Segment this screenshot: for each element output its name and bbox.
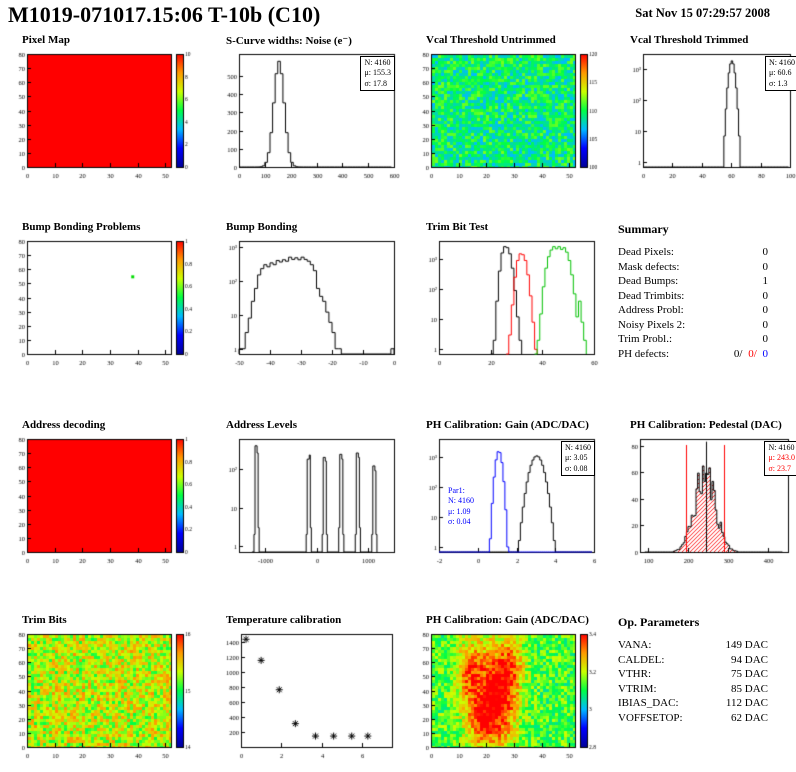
stats-box: N: 4160 μ: 243.0 σ: 23.7 [764, 441, 796, 477]
panel-title: PH Calibration: Pedestal (DAC) [630, 419, 782, 431]
stats-mu: μ: 1.09 [448, 506, 471, 516]
panel-address-decoding: Address decoding [8, 419, 212, 614]
panel-address-levels: Address Levels [212, 419, 412, 614]
param-row: VTHR: 75 DAC [618, 668, 768, 680]
panel-title: Trim Bits [22, 614, 67, 626]
param-row: VOFFSETOP: 62 DAC [618, 711, 768, 724]
stats-sigma: σ: 17.8 [364, 78, 388, 88]
panel-title: S-Curve widths: Noise (e⁻) [226, 35, 352, 47]
stats-n: N: 4160 [769, 58, 795, 67]
stats-box: N: 4160 μ: 3.05 σ: 0.08 [561, 441, 595, 477]
panel-bump-bonding: Bump Bonding [212, 221, 412, 419]
trim-bit-test-canvas [412, 236, 600, 368]
pixel-map-canvas [8, 49, 196, 181]
panel-pixel-map: Pixel Map [8, 34, 212, 221]
panel-title: Trim Bit Test [426, 221, 489, 233]
trim-bits-canvas [8, 629, 196, 761]
stats-mu: μ: 155.3 [364, 68, 391, 78]
temperature-calibration-canvas [212, 629, 400, 761]
stats-box: N: 4160 μ: 155.3 σ: 17.8 [360, 56, 395, 92]
stats-n: N: 4160 [448, 496, 474, 506]
param-row: CALDEL: 94 DAC [618, 653, 768, 666]
panel-title: Vcal Threshold Untrimmed [426, 34, 556, 46]
panel-title: Address decoding [22, 419, 106, 431]
panel-temperature-calibration: Temperature calibration [212, 614, 412, 772]
panel-title: PH Calibration: Gain (ADC/DAC) [426, 614, 589, 626]
summary-row: Trim Probl.: 0 [618, 333, 768, 345]
summary-row: Address Probl: 0 [618, 304, 768, 316]
param-row: VTRIM: 85 DAC [618, 682, 768, 695]
panel-ph-gain-hist: PH Calibration: Gain (ADC/DAC) N: 4160 μ… [412, 419, 616, 614]
page-title: M1019-071017.15:06 T-10b (C10) [8, 2, 321, 27]
param-row: IBIAS_DAC: 112 DAC [618, 697, 768, 709]
op-parameters-title: Op. Parameters [618, 615, 700, 629]
panel-bump-bonding-problems: Bump Bonding Problems [8, 221, 212, 419]
panel-title: Bump Bonding [226, 221, 298, 233]
timestamp: Sat Nov 15 07:29:57 2008 [635, 6, 770, 20]
panel-op-parameters: Op. Parameters VANA: 149 DAC CALDEL: 94 DA… [616, 614, 796, 772]
param-row: VANA: 149 DAC [618, 639, 768, 651]
panel-vcal-untrimmed: Vcal Threshold Untrimmed [412, 34, 616, 221]
stats-sigma: σ: 1.3 [769, 78, 788, 88]
panel-title: Bump Bonding Problems [22, 221, 141, 233]
stats-box: N: 4160 μ: 60.6 σ: 1.3 [765, 56, 796, 92]
stats-box-par1: Par1: N: 4160 μ: 1.09 σ: 0.04 [446, 486, 476, 528]
ph-defect-values: 0/ 0/ 0 [733, 347, 768, 360]
stats-n: N: 4160 [565, 443, 591, 452]
panel-summary: Summary Dead Pixels: 0 Mask defects: 0 Dea… [616, 221, 796, 419]
summary-row: Mask defects: 0 [618, 260, 768, 273]
vcal-untrimmed-canvas [412, 49, 600, 181]
summary-row: Dead Trimbits: 0 [618, 289, 768, 302]
panel-vcal-trimmed: Vcal Threshold Trimmed N: 4160 μ: 60.6 σ… [616, 34, 796, 221]
page-header: M1019-071017.15:06 T-10b (C10) Sat Nov 1… [0, 0, 796, 34]
summary-row: Noisy Pixels 2: 0 [618, 318, 768, 331]
address-levels-canvas [212, 434, 400, 566]
ph-gain-map-canvas [412, 629, 600, 761]
panel-title: PH Calibration: Gain (ADC/DAC) [426, 419, 589, 431]
panel-scurve-noise: S-Curve widths: Noise (e⁻) N: 4160 μ: 15… [212, 34, 412, 221]
bump-problems-canvas [8, 236, 196, 368]
panel-title: Temperature calibration [226, 614, 342, 626]
panel-title: Vcal Threshold Trimmed [630, 34, 749, 46]
panel-title: Pixel Map [22, 34, 70, 46]
panel-ph-pedestal: PH Calibration: Pedestal (DAC) N: 4160 μ… [616, 419, 796, 614]
stats-mu: μ: 60.6 [769, 68, 792, 78]
summary-row-ph-defects: PH defects: 0/ 0/ 0 [618, 347, 768, 360]
bump-bonding-canvas [212, 236, 400, 368]
stats-n: N: 4160 [768, 443, 795, 452]
stats-mu: μ: 243.0 [768, 453, 795, 463]
stats-sigma: σ: 0.08 [565, 463, 588, 473]
stats-mu: μ: 3.05 [565, 453, 588, 463]
stats-par1-title: Par1: [448, 486, 465, 495]
stats-sigma: σ: 0.04 [448, 517, 471, 527]
panel-trim-bits: Trim Bits [8, 614, 212, 772]
summary-row: Dead Bumps: 1 [618, 275, 768, 287]
plot-grid: Pixel Map S-Curve widths: Noise (e⁻) N: … [0, 34, 796, 772]
stats-sigma: σ: 23.7 [768, 463, 792, 473]
address-decoding-canvas [8, 434, 196, 566]
panel-title: Address Levels [226, 419, 297, 431]
summary-title: Summary [618, 222, 669, 236]
summary-row: Dead Pixels: 0 [618, 246, 768, 258]
panel-ph-gain-map: PH Calibration: Gain (ADC/DAC) [412, 614, 616, 772]
panel-trim-bit-test: Trim Bit Test [412, 221, 616, 419]
stats-n: N: 4160 [364, 58, 391, 67]
